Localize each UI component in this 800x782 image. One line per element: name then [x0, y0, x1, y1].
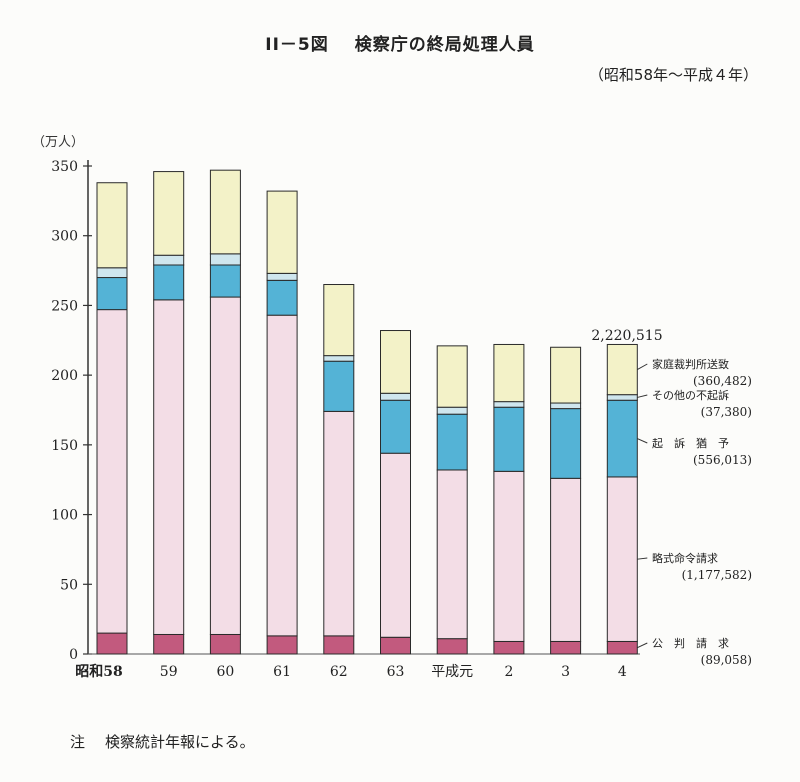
bar-3-series-1	[266, 314, 298, 637]
bar-8-series-3	[550, 402, 582, 410]
legend-value-0: (360,482)	[693, 374, 752, 388]
x-tick-label-2: 60	[216, 664, 234, 680]
bar-0-series-2	[96, 277, 128, 311]
bar-8-series-2	[550, 408, 582, 479]
bar-2-series-3	[209, 253, 241, 266]
bar-4-series-4	[323, 284, 355, 357]
bar-2-series-0	[209, 633, 241, 655]
bar-7-series-0	[493, 640, 525, 655]
y-tick-label-250: 250	[51, 298, 78, 314]
legend-leader-1	[637, 394, 648, 398]
legend-leader-0	[637, 363, 648, 371]
x-tick-label-3: 61	[273, 664, 291, 680]
bar-7-series-2	[493, 406, 525, 472]
bar-2-series-4	[209, 169, 241, 255]
legend-leader-2	[637, 438, 648, 444]
chart-title: 検察庁の終局処理人員	[354, 35, 535, 55]
bar-1-series-0	[153, 633, 185, 655]
bar-7-series-1	[493, 470, 525, 642]
bar-7-series-4	[493, 343, 525, 403]
bar-6-series-3	[436, 406, 468, 415]
bar-6-series-2	[436, 413, 468, 471]
legend-label-2: 起 訴 猶 予	[652, 436, 729, 450]
bar-2-series-2	[209, 264, 241, 298]
bar-0-series-3	[96, 267, 128, 279]
bar-9-series-3	[606, 394, 638, 401]
bar-5-series-3	[380, 392, 411, 401]
legend-leader-3	[637, 557, 648, 560]
bar-0-series-4	[96, 182, 128, 269]
y-tick-label-200: 200	[51, 368, 78, 384]
footnote-mark: 注	[70, 733, 86, 751]
chart-title-block: II－5図 検察庁の終局処理人員	[0, 30, 800, 55]
bar-2-series-1	[209, 296, 241, 635]
y-tick-label-50: 50	[60, 577, 78, 593]
bar-1-series-4	[153, 171, 185, 256]
x-tick-label-0: 昭和58	[75, 664, 122, 680]
x-tick-label-5: 63	[387, 664, 405, 680]
bar-5-series-0	[380, 636, 411, 655]
bar-8-series-1	[550, 477, 582, 642]
legend-value-4: (89,058)	[701, 653, 752, 667]
bar-1-series-2	[153, 264, 185, 301]
x-tick-label-1: 59	[160, 664, 178, 680]
footnote: 注 検察統計年報による。	[70, 731, 255, 752]
bar-3-series-0	[266, 635, 298, 655]
legend-leader-4	[637, 642, 648, 649]
bar-4-series-0	[323, 635, 355, 655]
bar-8-series-4	[550, 346, 582, 404]
x-tick-label-8: 3	[561, 664, 570, 680]
legend-value-3: (1,177,582)	[682, 568, 752, 582]
total-annotation: 2,220,515	[591, 328, 662, 344]
bar-3-series-4	[266, 190, 298, 274]
bar-1-series-3	[153, 254, 185, 266]
bar-5-series-1	[380, 452, 411, 638]
chart-subtitle: （昭和58年～平成４年）	[588, 66, 758, 84]
x-tick-label-7: 2	[504, 664, 513, 680]
y-tick-label-350: 350	[51, 159, 78, 175]
legend-label-0: 家庭裁判所送致	[652, 357, 729, 371]
bar-4-series-3	[323, 355, 355, 362]
bar-0-series-0	[96, 632, 128, 655]
bar-7-series-3	[493, 401, 525, 408]
bar-4-series-1	[323, 410, 355, 637]
bar-4-series-2	[323, 360, 355, 412]
legend-value-1: (37,380)	[701, 405, 752, 419]
bar-9-series-4	[606, 343, 638, 396]
bar-5-series-4	[380, 330, 411, 394]
bar-9-series-1	[606, 476, 638, 642]
figure-number: II－5図	[265, 35, 329, 55]
legend-value-2: (556,013)	[693, 453, 752, 467]
y-tick-label-150: 150	[51, 438, 78, 454]
bar-8-series-0	[550, 640, 582, 655]
legend-label-1: その他の不起訴	[652, 388, 729, 402]
bar-6-series-4	[436, 345, 468, 408]
bar-9-series-0	[606, 640, 638, 655]
bar-6-series-0	[436, 638, 468, 655]
legend-label-3: 略式命令請求	[652, 551, 718, 565]
footnote-text: 検察統計年報による。	[105, 733, 255, 751]
bar-5-series-2	[380, 399, 411, 454]
y-tick-label-100: 100	[51, 508, 78, 524]
y-axis-label: （万人）	[32, 135, 84, 150]
bar-3-series-3	[266, 272, 298, 281]
legend-label-4: 公 判 請 求	[652, 636, 729, 650]
bar-9-series-2	[606, 399, 638, 478]
y-tick-label-0: 0	[69, 647, 78, 663]
bar-1-series-1	[153, 299, 185, 635]
x-tick-label-4: 62	[330, 664, 348, 680]
bar-6-series-1	[436, 469, 468, 640]
y-tick-label-300: 300	[51, 229, 78, 245]
bar-0-series-1	[96, 309, 128, 634]
x-tick-label-6: 平成元	[431, 664, 473, 680]
bar-3-series-2	[266, 279, 298, 316]
x-tick-label-9: 4	[618, 664, 627, 680]
